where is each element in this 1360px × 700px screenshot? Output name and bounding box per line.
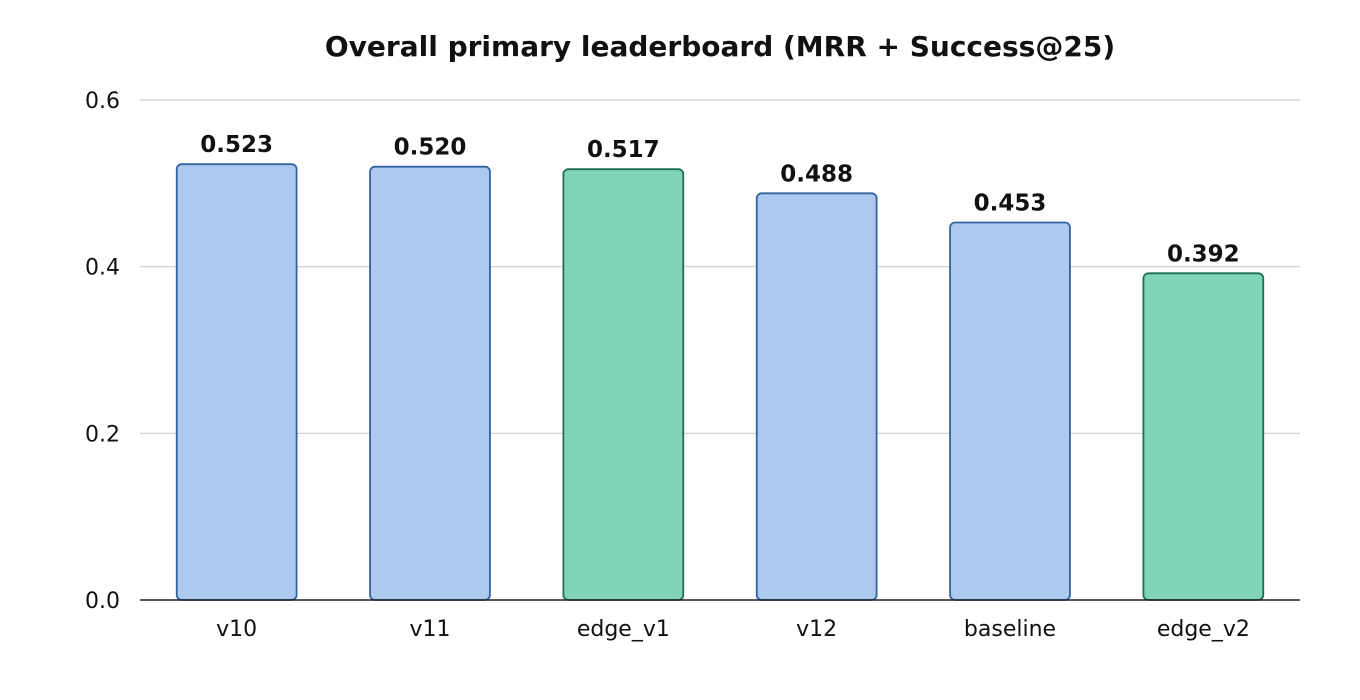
y-tick-labels: 0.0 0.2 0.4 0.6 bbox=[85, 89, 120, 614]
x-tick-label-v11: v11 bbox=[409, 617, 450, 642]
bars bbox=[175, 163, 1265, 601]
data-labels: 0.523 0.520 0.517 0.488 0.453 0.392 bbox=[200, 132, 1239, 267]
y-tick-label: 0.4 bbox=[85, 256, 120, 281]
y-tick-label: 0.2 bbox=[85, 422, 120, 447]
data-label-v10: 0.523 bbox=[200, 132, 273, 158]
x-tick-label-edge_v2: edge_v2 bbox=[1157, 617, 1250, 642]
bar-baseline bbox=[949, 221, 1071, 601]
x-tick-labels: v10 v11 edge_v1 v12 baseline edge_v2 bbox=[216, 617, 1250, 642]
y-tick-label: 0.6 bbox=[85, 89, 120, 114]
data-label-v12: 0.488 bbox=[780, 161, 853, 187]
x-tick-label-edge_v1: edge_v1 bbox=[577, 617, 670, 642]
data-label-v11: 0.520 bbox=[394, 135, 467, 161]
x-tick-label-baseline: baseline bbox=[964, 617, 1056, 642]
data-label-edge_v2: 0.392 bbox=[1167, 241, 1240, 267]
bar-edge_v2 bbox=[1142, 272, 1265, 601]
chart-title: Overall primary leaderboard (MRR + Succe… bbox=[325, 30, 1115, 63]
y-tick-label: 0.0 bbox=[85, 589, 120, 614]
bar-edge_v1 bbox=[562, 168, 685, 601]
bar-v12 bbox=[755, 192, 878, 601]
x-tick-label-v12: v12 bbox=[796, 617, 837, 642]
x-tick-label-v10: v10 bbox=[216, 617, 257, 642]
data-label-baseline: 0.453 bbox=[974, 191, 1047, 217]
y-gridlines bbox=[140, 99, 1300, 434]
data-label-edge_v1: 0.517 bbox=[587, 137, 660, 163]
bar-v10 bbox=[175, 163, 298, 601]
bar-v11 bbox=[369, 165, 491, 601]
